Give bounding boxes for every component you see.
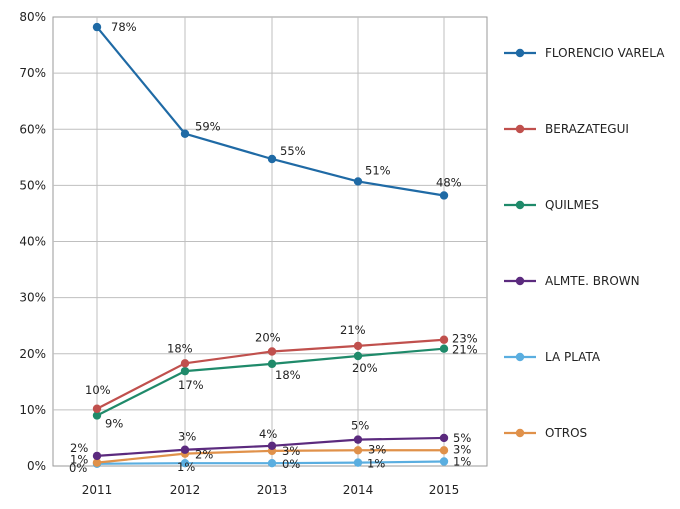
data-label: 55% <box>280 144 306 158</box>
x-axis: 2011 2012 2013 2014 2015 <box>82 483 460 497</box>
data-point <box>353 458 363 467</box>
data-label: 5% <box>351 419 369 433</box>
data-label: 3% <box>282 444 300 458</box>
data-point <box>353 341 363 351</box>
data-label: 1% <box>177 460 195 474</box>
legend-marker <box>515 48 525 58</box>
data-label: 59% <box>195 120 221 134</box>
y-tick-label: 20% <box>19 347 46 361</box>
data-point <box>353 435 363 444</box>
legend-label: ALMTE. BROWN <box>545 274 640 288</box>
legend-marker <box>515 428 525 438</box>
data-point <box>267 359 277 369</box>
y-tick-label: 60% <box>19 122 46 136</box>
data-label: 2% <box>70 441 88 455</box>
legend-label: LA PLATA <box>545 350 601 364</box>
data-point <box>267 441 277 450</box>
series-line <box>96 26 445 197</box>
data-label: 17% <box>178 378 204 392</box>
legend-marker <box>515 124 525 134</box>
data-point <box>92 404 102 413</box>
data-label: 9% <box>105 416 123 430</box>
data-point <box>180 129 190 138</box>
legend-marker <box>515 352 525 362</box>
data-labels: 78%59%55%51%48%10%18%20%21%23%9%17%18% 20… <box>69 20 478 475</box>
data-point <box>353 177 363 186</box>
data-label: 3% <box>453 442 471 456</box>
data-point <box>439 335 449 344</box>
y-tick-label: 0% <box>27 459 46 473</box>
data-point <box>92 22 102 32</box>
legend: FLORENCIO VARELA BERAZATEGUI QUILMES ALMTE.… <box>504 46 665 440</box>
data-label: 1% <box>367 457 385 471</box>
data-label: 5% <box>453 431 471 445</box>
data-point <box>353 351 363 361</box>
data-label: 10% <box>85 383 111 397</box>
x-tick-label: 2013 <box>257 483 288 497</box>
data-label: 18% <box>275 368 301 382</box>
x-tick-label: 2011 <box>82 483 113 497</box>
data-label: 23% <box>452 332 478 346</box>
y-tick-label: 10% <box>19 403 46 417</box>
data-label: 20% <box>352 361 378 375</box>
data-point <box>267 347 277 356</box>
data-point <box>92 458 102 467</box>
data-point <box>439 191 449 200</box>
legend-marker <box>515 276 525 286</box>
legend-marker <box>515 200 525 210</box>
x-tick-label: 2012 <box>170 483 201 497</box>
data-point <box>439 457 449 466</box>
y-tick-label: 40% <box>19 235 46 249</box>
data-label: 21% <box>340 323 366 337</box>
legend-label: FLORENCIO VARELA <box>545 46 665 60</box>
data-point <box>180 359 190 368</box>
y-axis: 0% 10% 20% 30% 40% 50% 60% 70% 80% <box>19 10 46 473</box>
data-label: 3% <box>368 442 386 456</box>
legend-label: OTROS <box>545 426 587 440</box>
data-label: 1% <box>70 453 88 467</box>
series-group <box>92 22 449 468</box>
legend-label: BERAZATEGUI <box>545 122 629 136</box>
data-point <box>180 366 190 376</box>
data-point <box>353 446 363 455</box>
data-point <box>267 154 277 164</box>
data-label: 1% <box>453 455 471 469</box>
data-point <box>180 458 190 468</box>
data-label: 51% <box>365 163 391 177</box>
x-tick-label: 2015 <box>429 483 460 497</box>
y-tick-label: 50% <box>19 178 46 192</box>
data-point <box>180 445 190 454</box>
data-label: 48% <box>436 175 462 189</box>
data-label: 78% <box>111 20 137 34</box>
y-tick-label: 70% <box>19 66 46 80</box>
data-label: 20% <box>255 331 281 345</box>
data-label: 21% <box>452 343 478 357</box>
data-label: 3% <box>178 430 196 444</box>
data-point <box>439 446 449 455</box>
data-point <box>439 344 449 353</box>
y-tick-label: 80% <box>19 10 46 24</box>
legend-label: QUILMES <box>545 198 599 212</box>
data-label: 4% <box>259 427 277 441</box>
data-label: 0% <box>69 461 87 475</box>
data-point <box>92 451 102 461</box>
x-tick-label: 2014 <box>343 483 374 497</box>
data-point <box>267 458 277 468</box>
data-label: 0% <box>282 457 300 471</box>
data-point <box>439 433 449 443</box>
y-tick-label: 30% <box>19 291 46 305</box>
data-label: 2% <box>195 448 213 462</box>
data-label: 18% <box>167 341 193 355</box>
data-point <box>92 411 102 420</box>
